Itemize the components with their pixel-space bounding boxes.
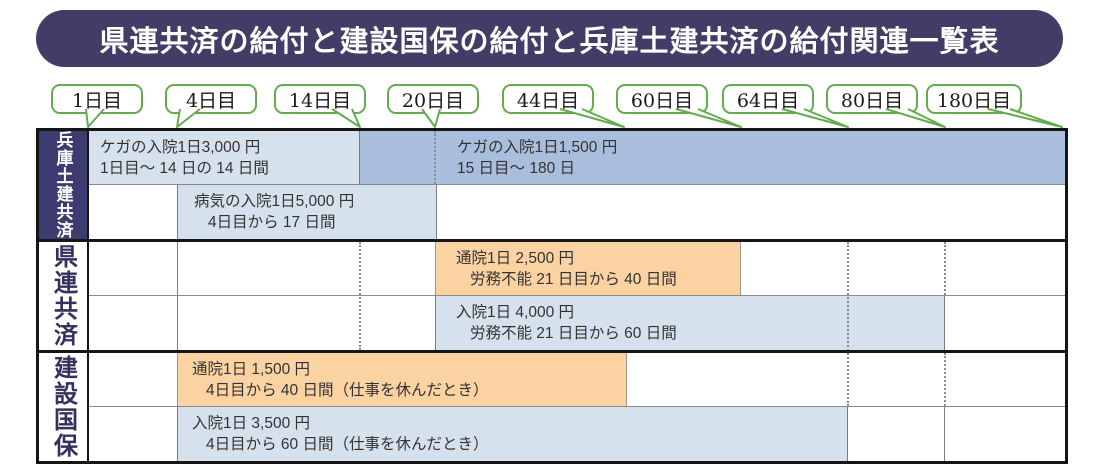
day-label-64: 64日目 xyxy=(722,84,814,114)
bar-injury-hospitalization-days15-180: ケガの入院1日1,500 円 15 日目〜 180 日 xyxy=(360,131,1065,184)
day-label-180: 180日目 xyxy=(926,84,1022,114)
group-label-kenren-kyosai: 県連共済 xyxy=(49,244,77,348)
group-separator-2 xyxy=(39,350,1065,353)
group-label-kensetsu-kokuho: 建設国保 xyxy=(49,355,77,459)
gridline-day20-dotted xyxy=(434,131,436,184)
day-label-14: 14日目 xyxy=(274,84,366,114)
bar-sickness-hospitalization-days4-20: 病気の入院1日5,000 円 4日目から 17 日間 xyxy=(177,185,437,239)
group-separator-1 xyxy=(39,239,1065,242)
row-separator-2 xyxy=(88,295,1065,296)
day-label-4: 4日目 xyxy=(165,84,257,114)
label-column-divider xyxy=(87,131,89,461)
row-separator-1 xyxy=(88,184,1065,185)
bar-injury-hospitalization-days1-14: ケガの入院1日3,000 円 1日目〜 14 日の 14 日間 xyxy=(88,131,360,184)
title-banner: 県連共済の給付と建設国保の給付と兵庫土建共済の給付関連一覧表 xyxy=(36,10,1063,67)
bar-kokuho-inpatient-days4-63: 入院1日 3,500 円 4日目から 60 日間（仕事を休んだとき） xyxy=(177,407,848,461)
bar-kenren-outpatient-days21-60: 通院1日 2,500 円 労務不能 21 日目から 40 日間 xyxy=(435,242,741,295)
day-label-1: 1日目 xyxy=(51,84,143,114)
row-separator-3 xyxy=(88,406,1065,407)
gridline-day80-dotted-lower xyxy=(944,353,946,406)
day-label-60: 60日目 xyxy=(616,84,708,114)
bar-kokuho-outpatient-days4-43: 通院1日 1,500 円 4日目から 40 日間（仕事を休んだとき） xyxy=(177,353,627,406)
page-title: 県連共済の給付と建設国保の給付と兵庫土建共済の給付関連一覧表 xyxy=(99,25,1000,58)
gridline-day80-dotted-upper xyxy=(944,242,946,295)
bar-kenren-inpatient-days21-80: 入院1日 4,000 円 労務不能 21 日目から 60 日間 xyxy=(435,296,945,350)
gridline-day14-dotted xyxy=(359,242,361,350)
day-label-44: 44日目 xyxy=(502,84,594,114)
group-label-hyogo-doken-kyosai: 兵庫土建共済 xyxy=(39,131,87,239)
gridline-day80-solid xyxy=(944,407,945,461)
gridline-day64-dotted xyxy=(847,242,849,406)
gridline-day4-solid xyxy=(177,242,178,350)
day-label-80: 80日目 xyxy=(826,84,918,114)
day-label-20: 20日目 xyxy=(387,84,479,114)
